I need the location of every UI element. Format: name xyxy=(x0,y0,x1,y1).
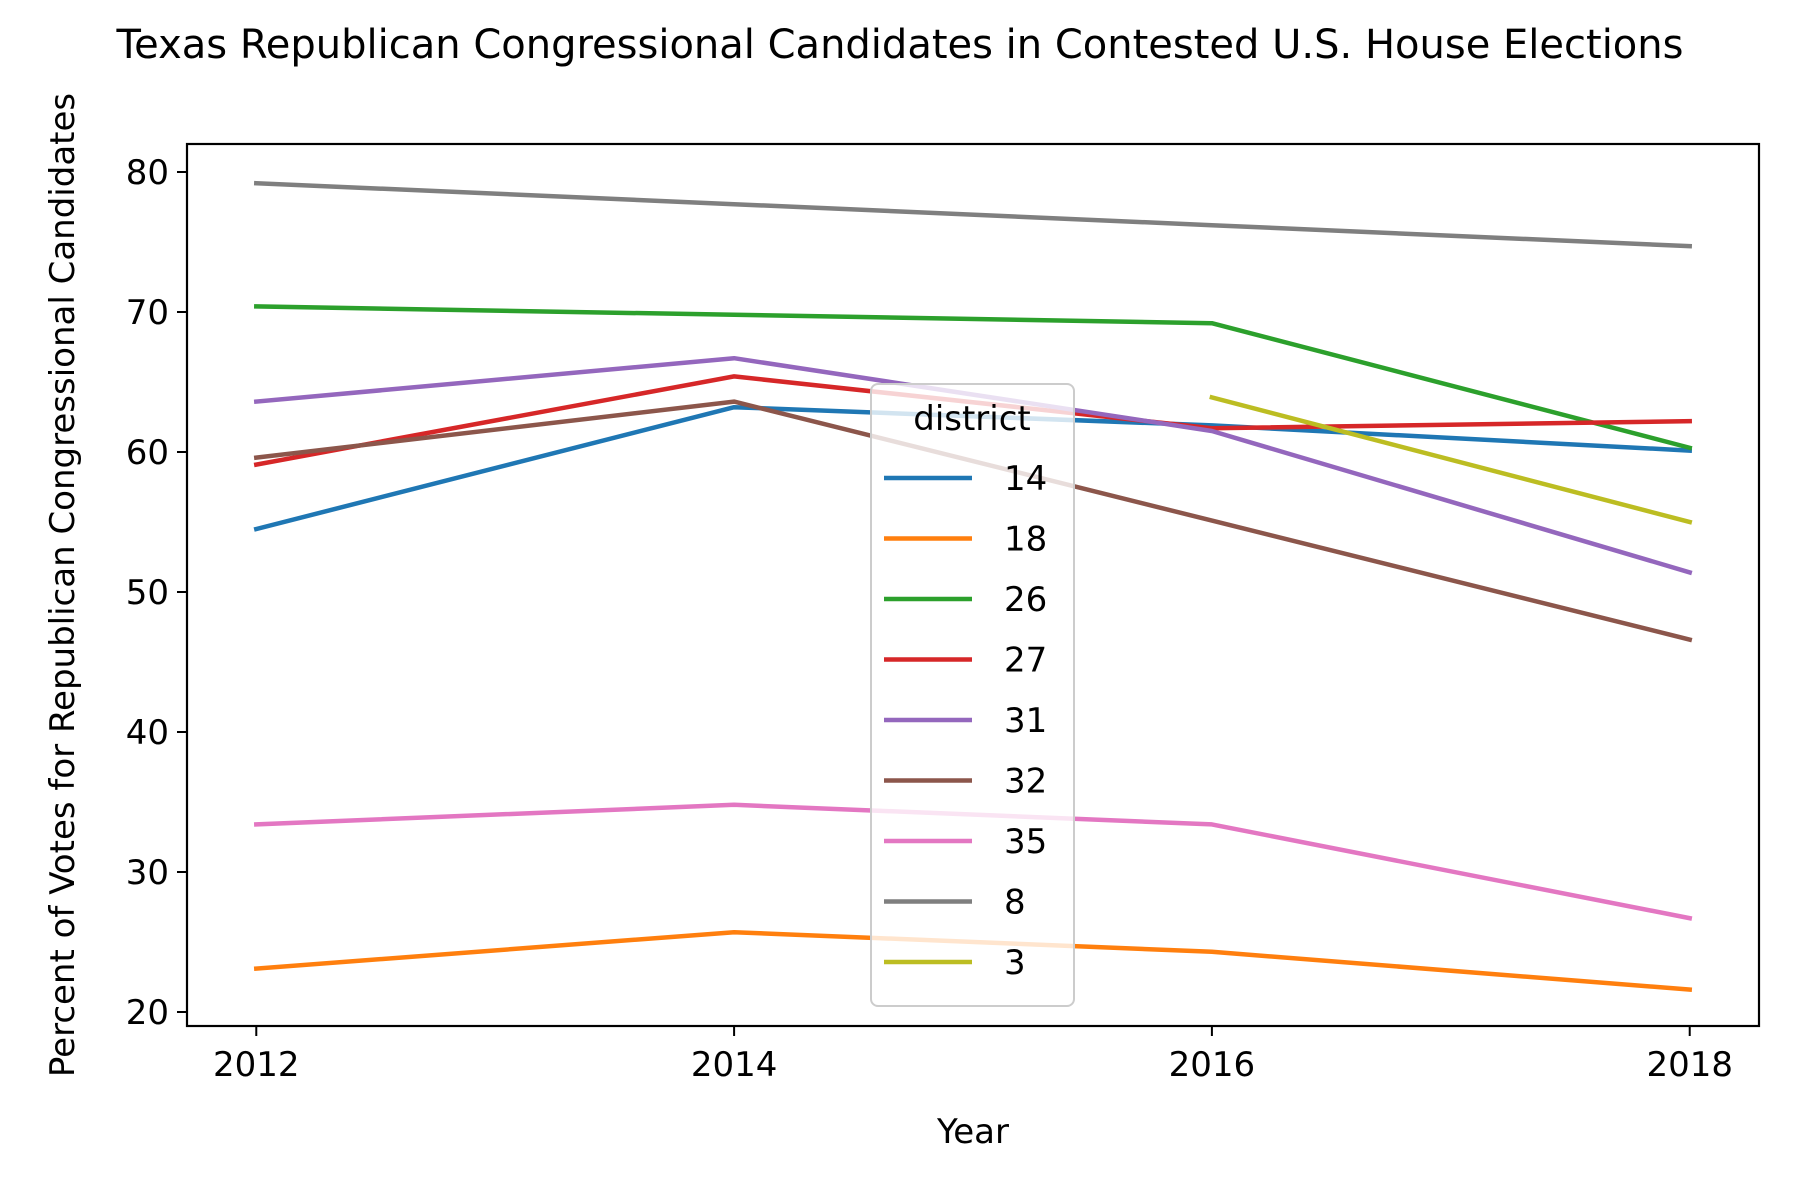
x-tick-label: 2016 xyxy=(1169,1045,1256,1085)
y-tick-label: 60 xyxy=(126,433,169,473)
y-axis: 20 30 40 50 60 70 80 xyxy=(126,153,187,1033)
legend-label-district-3: 3 xyxy=(1004,943,1026,983)
y-tick-label: 20 xyxy=(126,993,169,1033)
legend-label-district-14: 14 xyxy=(1004,459,1047,499)
chart-title: Texas Republican Congressional Candidate… xyxy=(116,22,1684,68)
legend-label-district-35: 35 xyxy=(1004,822,1047,862)
y-tick-label: 50 xyxy=(126,573,169,613)
y-tick-label: 80 xyxy=(126,153,169,193)
series-line-district-26 xyxy=(254,304,1693,451)
legend: district 14 18 26 27 31 32 35 8 3 xyxy=(870,383,1075,1007)
y-axis-label: Percent of Votes for Republican Congress… xyxy=(43,93,83,1077)
y-tick-label: 70 xyxy=(126,293,169,333)
y-tick-label: 40 xyxy=(126,713,169,753)
legend-label-district-26: 26 xyxy=(1004,580,1047,620)
series-line-district-8 xyxy=(253,180,1693,249)
legend-label-district-18: 18 xyxy=(1004,520,1047,560)
x-axis: 2012 2014 2016 2018 xyxy=(213,1026,1733,1085)
legend-label-district-31: 31 xyxy=(1004,701,1047,741)
x-axis-label: Year xyxy=(936,1112,1009,1152)
plot-area-frame xyxy=(185,142,1761,1028)
x-tick-label: 2018 xyxy=(1646,1045,1733,1085)
legend-title: district xyxy=(913,399,1031,439)
series-line-district-3 xyxy=(1209,394,1693,525)
legend-label-district-8: 8 xyxy=(1004,883,1026,923)
legend-label-district-27: 27 xyxy=(1004,641,1047,681)
legend-entries: 14 18 26 27 31 32 35 8 3 xyxy=(884,459,1047,983)
y-tick-label: 30 xyxy=(126,853,169,893)
x-tick-label: 2014 xyxy=(691,1045,778,1085)
legend-label-district-32: 32 xyxy=(1004,762,1047,802)
x-tick-label: 2012 xyxy=(213,1045,300,1085)
